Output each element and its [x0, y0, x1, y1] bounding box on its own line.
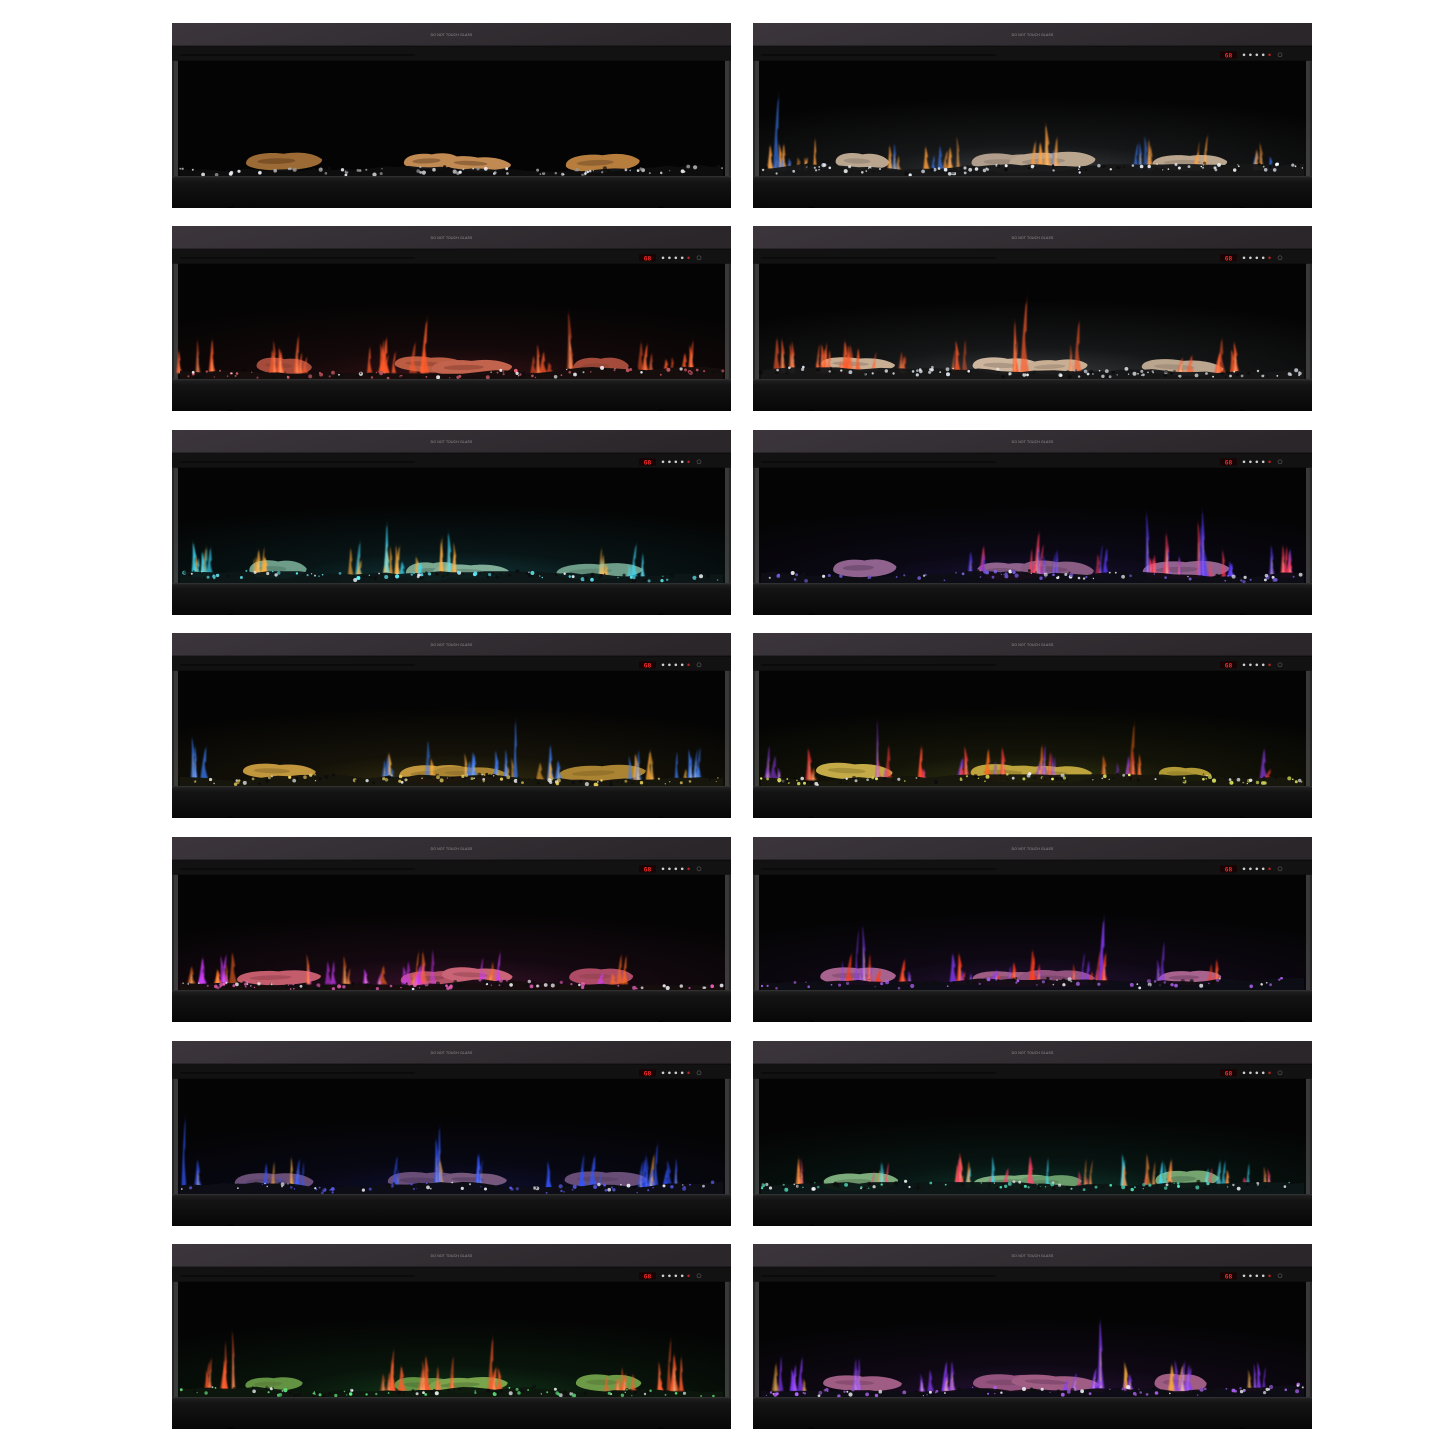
svg-text:68: 68	[1225, 1273, 1233, 1280]
svg-text:DO NOT TOUCH GLASS: DO NOT TOUCH GLASS	[431, 847, 473, 851]
svg-text:DO NOT TOUCH GLASS: DO NOT TOUCH GLASS	[431, 236, 473, 240]
svg-text:68: 68	[644, 1070, 652, 1077]
svg-text:DO NOT TOUCH GLASS: DO NOT TOUCH GLASS	[1012, 440, 1054, 444]
svg-text:68: 68	[1225, 459, 1233, 466]
svg-text:68: 68	[644, 866, 652, 873]
svg-text:68: 68	[1225, 662, 1233, 669]
svg-text:DO NOT TOUCH GLASS: DO NOT TOUCH GLASS	[431, 33, 473, 37]
svg-text:DO NOT TOUCH GLASS: DO NOT TOUCH GLASS	[431, 440, 473, 444]
svg-text:DO NOT TOUCH GLASS: DO NOT TOUCH GLASS	[1012, 1254, 1054, 1258]
svg-text:DO NOT TOUCH GLASS: DO NOT TOUCH GLASS	[1012, 33, 1054, 37]
svg-text:68: 68	[644, 662, 652, 669]
svg-text:68: 68	[1225, 52, 1233, 59]
svg-text:DO NOT TOUCH GLASS: DO NOT TOUCH GLASS	[431, 1254, 473, 1258]
svg-text:DO NOT TOUCH GLASS: DO NOT TOUCH GLASS	[1012, 643, 1054, 647]
svg-text:DO NOT TOUCH GLASS: DO NOT TOUCH GLASS	[1012, 1051, 1054, 1055]
svg-text:68: 68	[644, 459, 652, 466]
svg-text:DO NOT TOUCH GLASS: DO NOT TOUCH GLASS	[1012, 236, 1054, 240]
svg-text:68: 68	[644, 255, 652, 262]
svg-text:68: 68	[1225, 866, 1233, 873]
svg-text:DO NOT TOUCH GLASS: DO NOT TOUCH GLASS	[431, 1051, 473, 1055]
svg-text:68: 68	[1225, 1070, 1233, 1077]
svg-text:DO NOT TOUCH GLASS: DO NOT TOUCH GLASS	[1012, 847, 1054, 851]
svg-text:68: 68	[1225, 255, 1233, 262]
svg-text:68: 68	[644, 1273, 652, 1280]
svg-text:DO NOT TOUCH GLASS: DO NOT TOUCH GLASS	[431, 643, 473, 647]
